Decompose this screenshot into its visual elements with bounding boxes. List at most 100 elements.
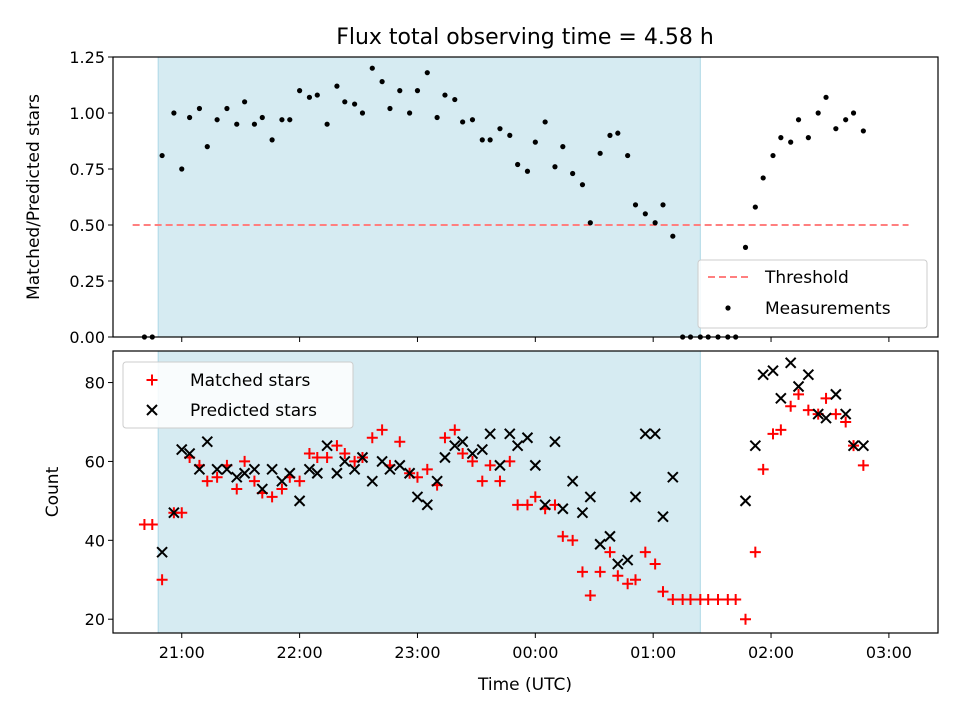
x-tick-label: 21:00 [159, 643, 205, 662]
data-point [775, 424, 787, 436]
top-panel: 0.00 0.25 0.50 0.75 1.00 1.25 Matched/Predicte… [24, 48, 939, 347]
data-point [439, 451, 451, 464]
data-point [752, 204, 758, 210]
data-point [276, 483, 288, 495]
data-point [642, 211, 648, 217]
series-measurements [141, 65, 866, 340]
data-point [334, 83, 340, 89]
data-point [660, 202, 666, 208]
x-axis-label: Time (UTC) [477, 675, 572, 695]
series-matched-stars [138, 388, 869, 625]
data-point [449, 424, 461, 436]
data-point [494, 459, 506, 472]
y-tick-label: 20 [85, 610, 105, 629]
data-point [449, 439, 461, 452]
data-point [850, 110, 857, 116]
data-point [760, 175, 766, 181]
data-point [179, 166, 185, 172]
data-point [815, 110, 821, 116]
data-point [504, 428, 516, 440]
data-point [576, 506, 589, 519]
data-point [321, 439, 333, 452]
data-point [594, 566, 606, 578]
data-point [193, 463, 206, 476]
data-point [176, 443, 188, 456]
data-point [342, 99, 348, 105]
data-point [515, 161, 521, 168]
data-point [767, 428, 779, 440]
data-point [667, 471, 679, 483]
data-point [476, 443, 488, 456]
data-point [466, 455, 478, 467]
data-point [201, 475, 213, 487]
data-point [156, 574, 168, 586]
legend: Threshold Measurements [697, 259, 928, 329]
data-point [667, 593, 679, 605]
data-point [287, 117, 293, 123]
data-point [366, 475, 378, 487]
data-point [539, 499, 551, 511]
data-point [511, 439, 524, 452]
data-point [649, 558, 661, 570]
data-point [294, 475, 306, 487]
data-point [770, 152, 776, 159]
data-point [552, 164, 558, 170]
data-point [348, 463, 361, 476]
data-point [521, 432, 534, 444]
data-point [324, 121, 330, 127]
legend-label: Predicted stars [190, 401, 317, 421]
data-point [339, 455, 351, 468]
data-point [476, 475, 488, 487]
legend-label: Measurements [765, 299, 891, 319]
data-point [702, 593, 714, 605]
data-point [604, 530, 616, 543]
legend-matched-swatch [146, 374, 158, 386]
data-point [607, 132, 613, 138]
data-point [529, 491, 541, 503]
data-point [384, 463, 396, 476]
data-point [403, 467, 416, 479]
data-point [484, 459, 496, 471]
data-point [805, 135, 811, 141]
x-tick-label: 00:00 [512, 643, 558, 662]
data-point [424, 70, 430, 76]
data-point [566, 475, 579, 487]
data-point [557, 503, 569, 515]
data-point [833, 126, 839, 132]
data-point [266, 491, 278, 503]
data-point [183, 447, 196, 460]
data-point [775, 392, 787, 405]
data-point [211, 463, 223, 476]
data-point [221, 463, 233, 476]
data-point [740, 613, 751, 625]
y-tick-label: 40 [85, 531, 105, 550]
y-tick-label: 1.25 [69, 48, 105, 67]
data-point [749, 439, 762, 452]
legend: Matched stars Predicted stars [122, 361, 354, 429]
data-point [742, 244, 749, 250]
data-point [234, 121, 240, 127]
data-point [576, 566, 588, 578]
data-point [685, 593, 696, 605]
data-point [830, 408, 842, 420]
data-point [767, 365, 779, 377]
data-point [204, 144, 210, 150]
data-point [730, 593, 742, 605]
data-point [201, 436, 213, 448]
data-point [352, 101, 358, 107]
data-point [321, 451, 333, 463]
data-point [306, 94, 313, 100]
axes-frame [112, 56, 939, 338]
data-point [657, 510, 669, 523]
data-point [279, 117, 285, 123]
data-point [460, 119, 466, 125]
y-axis-label: Matched/Predicted stars [24, 94, 44, 300]
observing-window-shade [157, 56, 701, 338]
y-axis-label: Count [43, 466, 63, 517]
data-point [421, 499, 433, 511]
data-point [456, 436, 469, 448]
bottom-panel: 20 40 60 80 21:00 22:00 23:00 00:00 01:00 02:00 03… [43, 350, 939, 662]
data-point [604, 546, 616, 558]
data-point [560, 144, 566, 150]
data-point [532, 139, 538, 145]
